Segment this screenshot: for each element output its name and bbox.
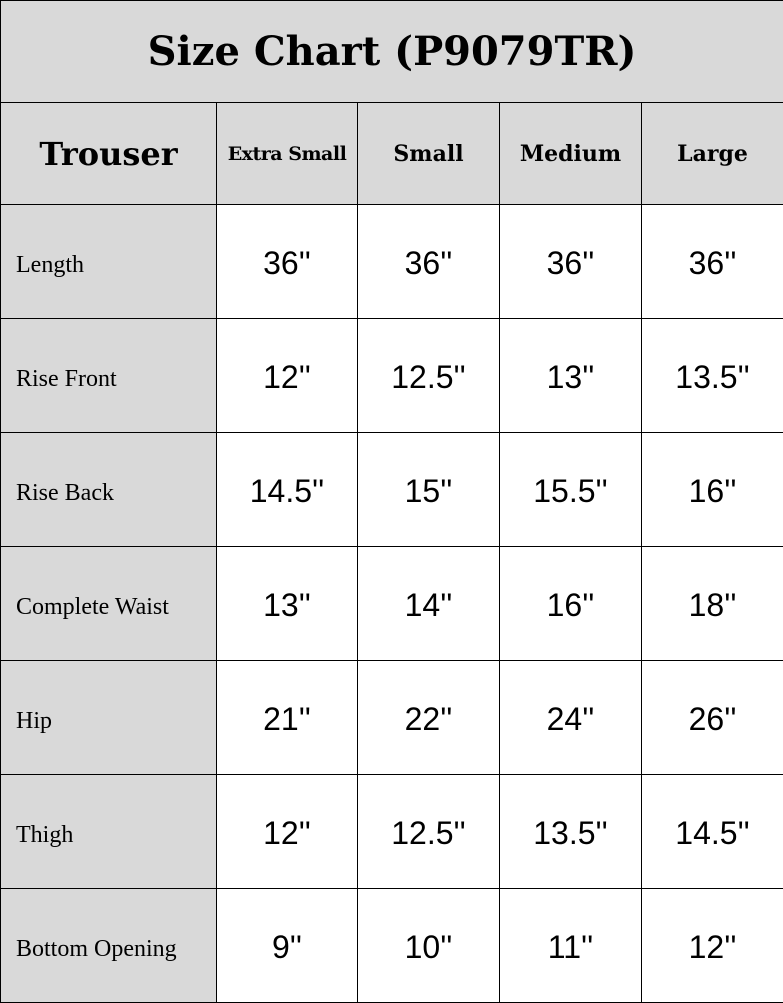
size-header-large: Large xyxy=(642,103,783,205)
category-header: Trouser xyxy=(1,103,217,205)
measurement-label: Thigh xyxy=(1,775,217,889)
measurement-value: 36'' xyxy=(217,205,358,319)
measurement-value: 12'' xyxy=(217,775,358,889)
measurement-value: 14'' xyxy=(358,547,500,661)
measurement-label: Length xyxy=(1,205,217,319)
measurement-value: 36'' xyxy=(500,205,642,319)
measurement-value: 22'' xyxy=(358,661,500,775)
measurement-label: Rise Front xyxy=(1,319,217,433)
measurement-value: 12.5'' xyxy=(358,319,500,433)
measurement-value: 14.5'' xyxy=(217,433,358,547)
measurement-value: 13.5'' xyxy=(500,775,642,889)
measurement-label: Complete Waist xyxy=(1,547,217,661)
chart-title: Size Chart (P9079TR) xyxy=(1,1,783,103)
measurement-value: 12.5'' xyxy=(358,775,500,889)
measurement-value: 14.5'' xyxy=(642,775,783,889)
measurement-value: 21'' xyxy=(217,661,358,775)
measurement-value: 13.5'' xyxy=(642,319,783,433)
measurement-value: 24'' xyxy=(500,661,642,775)
measurement-value: 36'' xyxy=(642,205,783,319)
measurement-value: 12'' xyxy=(217,319,358,433)
size-header-medium: Medium xyxy=(500,103,642,205)
size-header-small: Small xyxy=(358,103,500,205)
size-header-extra-small: Extra Small xyxy=(217,103,358,205)
measurement-value: 18'' xyxy=(642,547,783,661)
header-row: Trouser Extra Small Small Medium Large xyxy=(1,103,783,205)
measurement-label: Rise Back xyxy=(1,433,217,547)
measurement-value: 15.5'' xyxy=(500,433,642,547)
measurement-value: 13'' xyxy=(500,319,642,433)
measurement-value: 26'' xyxy=(642,661,783,775)
measurement-value: 16'' xyxy=(642,433,783,547)
measurement-value: 16'' xyxy=(500,547,642,661)
measurement-value: 15'' xyxy=(358,433,500,547)
measurement-label: Hip xyxy=(1,661,217,775)
measurement-value: 36'' xyxy=(358,205,500,319)
measurement-value: 13'' xyxy=(217,547,358,661)
